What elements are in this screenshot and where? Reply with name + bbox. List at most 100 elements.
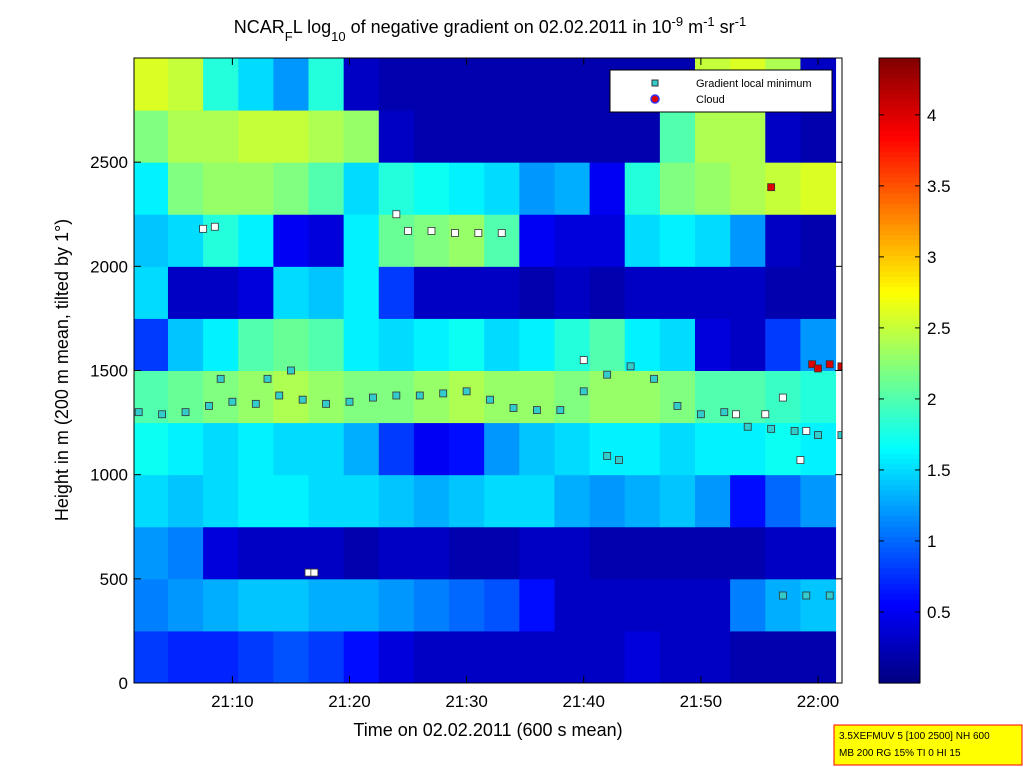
colorbar-tick-label: 0.5 [927,603,951,622]
colorbar-step [879,531,920,538]
heat-cell [413,110,450,163]
heat-cell [554,214,591,267]
colorbar-step [879,188,920,195]
colorbar-step [879,162,920,168]
heat-cell [765,630,801,683]
colorbar-step [879,360,920,366]
heat-cell [134,526,169,580]
heat-cell [343,214,380,267]
heat-cell [659,526,696,580]
colorbar-step [879,235,920,241]
colorbar-step [879,641,920,648]
colorbar-step [879,547,920,554]
heat-cell [589,318,626,371]
marker [532,406,541,414]
heat-cell [203,318,239,371]
x-tick-label: 22:00 [797,692,840,711]
x-tick-label: 21:50 [680,692,723,711]
colorbar-step [879,209,920,215]
colorbar-step [879,589,920,596]
heat-cell [203,630,239,683]
marker [556,406,565,414]
heat-cell [695,422,731,476]
colorbar-step [879,115,920,122]
marker [603,370,612,379]
marker [614,456,623,464]
marker [497,229,506,237]
heat-cell [695,162,731,215]
colorbar-step [879,448,920,455]
heat-cell [203,214,239,267]
heat-cell [203,110,239,163]
heat-cell [203,422,239,476]
marker [837,362,842,371]
marker [158,410,167,419]
heat-cell [624,526,661,580]
heat-cell [800,110,837,163]
heat-cell [413,214,450,267]
heat-cell [554,58,591,111]
colorbar-step [879,401,920,408]
colorbar-step [879,651,920,658]
heat-cell [273,526,310,580]
marker [392,210,401,219]
colorbar-step [879,219,920,226]
heat-cell [519,578,555,632]
marker [263,374,272,383]
marker [134,408,143,417]
heat-cell [765,318,801,371]
colorbar-step [879,78,920,85]
colorbar-step [879,261,920,267]
colorbar-step [879,630,920,637]
colorbar-step [879,328,920,335]
heat-cell [589,474,626,528]
marker [808,360,817,369]
marker [743,422,752,431]
heat-cell [273,110,310,163]
colorbar-step [879,58,920,64]
colorbar-step [879,183,920,189]
colorbar-step [879,594,920,601]
marker [732,410,740,419]
heat-cell [589,214,626,267]
colorbar-step [879,495,920,502]
heat-cell [659,630,696,683]
heat-cell [589,110,626,163]
colorbar-tick-label: 3 [927,248,936,267]
colorbar-step [879,240,920,247]
heat-cell [589,578,626,632]
marker [696,410,705,419]
colorbar-step [879,584,920,590]
footnote: 3.5XEFMUV 5 [100 2500] NH 600 [839,731,990,742]
x-tick-label: 21:30 [445,692,488,711]
heat-cell [519,474,555,528]
marker [369,393,377,402]
legend: Gradient local minimum Cloud [609,69,833,113]
marker [462,387,471,396]
heat-cell [134,162,169,215]
heat-cell [449,422,485,476]
title-part: 10 [331,29,345,44]
heat-cell [378,110,415,163]
heat-cell [695,474,731,528]
heat-cell [413,162,450,215]
colorbar-step [879,156,920,163]
marker [322,399,330,408]
heat-cell [273,578,310,632]
heat-cell [343,422,380,476]
heat-cell [378,162,415,215]
colorbar: 0.5 1 1.5 2 2.5 3 3.5 4 [878,57,951,684]
heat-cell [695,578,731,632]
marker [650,374,658,383]
legend-marker [651,79,659,87]
marker [427,227,436,235]
heat-cell [273,630,310,683]
marker [579,356,588,364]
heat-cell [378,318,415,371]
colorbar-step [879,151,920,158]
colorbar-tick-label: 4 [927,106,936,125]
heat-cell [624,110,661,163]
marker [778,393,787,402]
heat-cell [308,474,345,528]
